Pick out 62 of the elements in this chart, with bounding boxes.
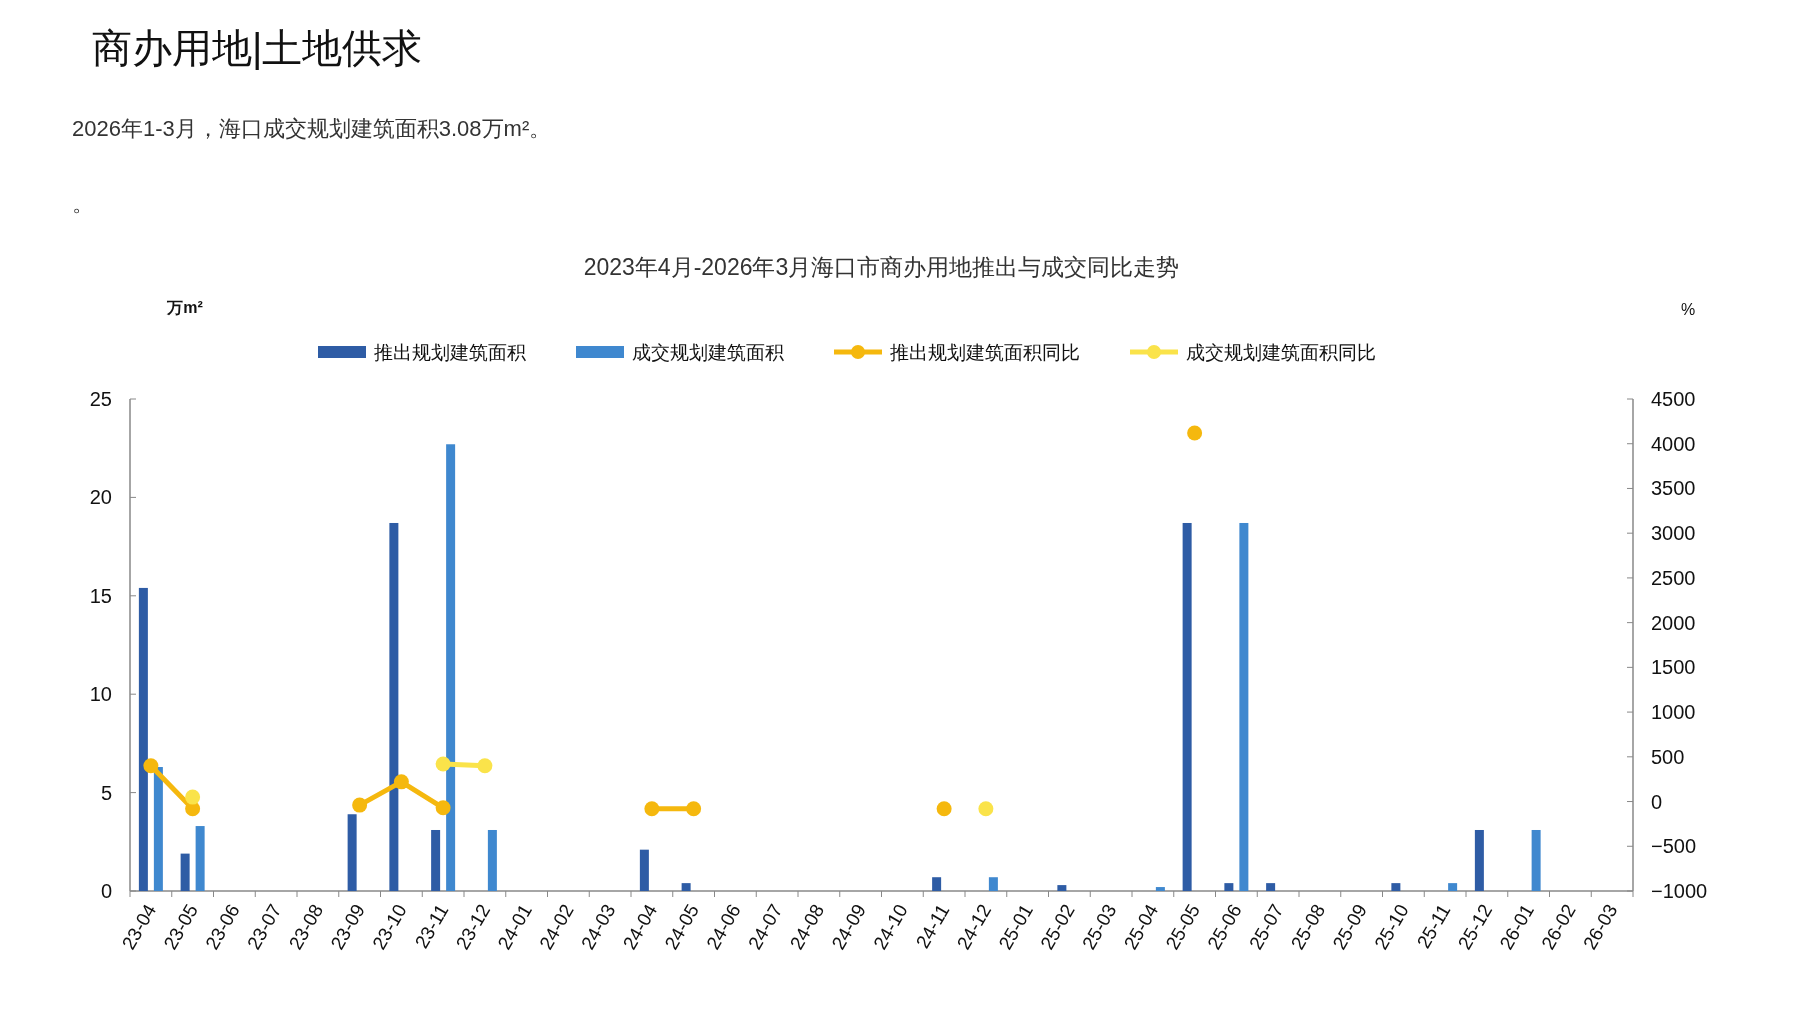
point [143, 758, 159, 774]
y2-tick-label: 2000 [1651, 611, 1696, 634]
chart-title: 2023年4月-2026年3月海口市商办用地推出与成交同比走势 [583, 254, 1180, 280]
y2-tick-label: 2500 [1651, 566, 1696, 589]
bar [1474, 829, 1484, 891]
legend-label: 推出规划建筑面积同比 [890, 342, 1080, 363]
bar [988, 877, 998, 891]
point [352, 797, 368, 813]
y2-tick-label: 3000 [1651, 522, 1696, 545]
point [435, 756, 451, 772]
bar [639, 849, 649, 891]
y2-tick-label: 0 [1651, 790, 1663, 813]
legend-label: 成交规划建筑面积同比 [1186, 342, 1376, 363]
y-axis-title: 万m² [166, 299, 203, 316]
bar [1266, 883, 1276, 891]
bar [153, 767, 163, 891]
y2-tick-label: 1500 [1651, 656, 1696, 679]
point [1187, 425, 1203, 441]
text: 2026年1-3月，海口成交规划建筑面积3.08万m²。 [72, 116, 552, 141]
bar [347, 814, 357, 891]
point [978, 801, 994, 817]
bar [487, 829, 497, 891]
point [686, 801, 702, 817]
point [644, 801, 660, 817]
text: 商办用地|土地供求 [92, 26, 423, 70]
bar [138, 587, 148, 891]
y2-tick-label: −1000 [1651, 880, 1708, 902]
legend-label: 成交规划建筑面积 [632, 342, 784, 363]
point [936, 801, 952, 817]
bar [431, 829, 441, 891]
bar [1531, 829, 1541, 891]
bar [1448, 883, 1458, 891]
bar [1057, 885, 1067, 891]
point [393, 774, 409, 790]
bar [1224, 883, 1234, 891]
bar [681, 883, 691, 891]
y2-axis-title: % [1680, 301, 1696, 318]
bar [195, 826, 205, 891]
y-tick-label: 0 [100, 880, 112, 902]
bar [932, 877, 942, 891]
point [435, 800, 451, 816]
y2-tick-label: 3500 [1651, 477, 1696, 500]
bar [1155, 887, 1165, 891]
y-tick-label: 15 [89, 584, 112, 607]
text: 。 [72, 191, 94, 216]
bar [389, 522, 399, 891]
y-tick-label: 5 [100, 781, 112, 804]
point [477, 758, 493, 774]
legend-label: 推出规划建筑面积 [374, 342, 526, 363]
y2-tick-label: 4000 [1651, 432, 1696, 455]
bar [1182, 522, 1192, 891]
bar [180, 853, 190, 891]
point [185, 789, 201, 805]
y2-tick-label: 1000 [1651, 701, 1696, 724]
bar [1391, 883, 1401, 891]
y2-tick-label: −500 [1651, 835, 1697, 858]
bar [1239, 522, 1249, 891]
y2-tick-label: 4500 [1651, 388, 1696, 410]
y-tick-label: 25 [89, 388, 112, 410]
y-tick-label: 20 [89, 486, 112, 509]
y2-tick-label: 500 [1651, 745, 1685, 768]
y-tick-label: 10 [89, 683, 112, 706]
